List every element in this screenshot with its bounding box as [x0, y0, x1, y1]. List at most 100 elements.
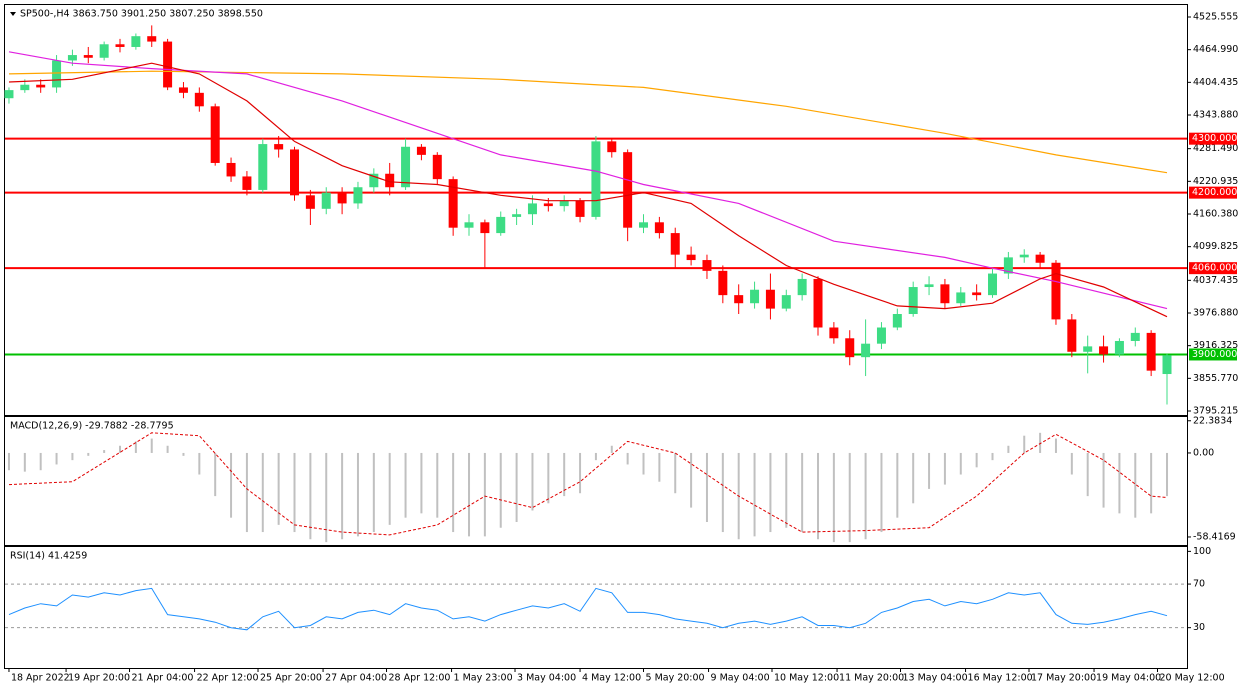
- macd-bar: [119, 445, 122, 453]
- candle-body: [194, 92, 204, 107]
- macd-bar: [785, 452, 788, 528]
- candle-body: [178, 87, 188, 93]
- y-tick-label: 0.00: [1193, 447, 1214, 458]
- y-tick-label: 4343.880: [1193, 110, 1238, 121]
- candle-body: [258, 144, 268, 190]
- candle-body: [512, 214, 522, 217]
- y-tick-label: 100: [1193, 546, 1211, 557]
- macd-bar: [134, 441, 137, 453]
- candle-body: [83, 55, 93, 58]
- macd-bar: [1007, 445, 1010, 453]
- macd-bar: [674, 452, 677, 494]
- level-label-box: [1189, 262, 1237, 275]
- candle-body: [496, 216, 506, 234]
- candle-body: [448, 179, 458, 228]
- candle-body: [829, 327, 839, 339]
- macd-bar: [293, 452, 296, 533]
- macd-bar: [388, 452, 391, 525]
- candle-body: [416, 146, 426, 155]
- candle-body: [210, 106, 220, 163]
- candle-body: [36, 84, 46, 88]
- candle-body: [67, 55, 77, 61]
- macd-bar: [959, 452, 962, 475]
- x-tick-label: 10 May 12:00: [774, 673, 839, 684]
- x-tick-label: 13 May 04:00: [903, 673, 968, 684]
- macd-bar: [991, 452, 994, 461]
- macd-bar: [579, 452, 582, 494]
- candle-body: [1035, 254, 1045, 263]
- candle-body: [559, 200, 569, 207]
- x-tick-label: 21 Apr 04:00: [132, 673, 194, 684]
- macd-bar: [817, 452, 820, 540]
- macd-bar: [420, 452, 423, 514]
- candle-body: [845, 338, 855, 358]
- macd-bar: [594, 452, 597, 461]
- macd-bar: [23, 452, 26, 472]
- macd-bar: [531, 452, 534, 511]
- macd-bar: [261, 452, 264, 533]
- candle-body: [401, 146, 411, 188]
- y-tick-label: 3916.325: [1193, 340, 1238, 351]
- candle-body: [337, 192, 347, 204]
- macd-bar: [848, 452, 851, 543]
- macd-bar: [705, 452, 708, 522]
- x-tick-label: 19 Apr 20:00: [68, 673, 130, 684]
- x-tick-label: 22 Apr 12:00: [197, 673, 259, 684]
- y-tick-label: 22.3834: [1193, 415, 1232, 426]
- candle-body: [1051, 262, 1061, 320]
- candle-body: [1146, 332, 1156, 371]
- macd-bar: [547, 452, 550, 504]
- candle-body: [1083, 346, 1093, 352]
- macd-bar: [1086, 452, 1089, 497]
- macd-bar: [642, 452, 645, 475]
- candle-body: [369, 173, 379, 188]
- candle-body: [876, 327, 886, 344]
- candle-body: [147, 36, 157, 42]
- level-label: 4200.000: [1192, 187, 1237, 198]
- macd-bar: [1102, 452, 1105, 508]
- macd-bar: [864, 452, 867, 540]
- macd-bar: [1039, 432, 1042, 453]
- y-tick-label: 4464.990: [1193, 44, 1238, 55]
- x-tick-label: 27 Apr 04:00: [325, 673, 387, 684]
- candle-body: [1114, 340, 1124, 355]
- candle-body: [940, 284, 950, 304]
- macd-bar: [7, 452, 10, 471]
- macd-bar: [436, 452, 439, 518]
- macd-bar: [1150, 452, 1153, 514]
- macd-bar: [943, 452, 946, 485]
- candle-body: [591, 141, 601, 217]
- x-tick-label: 1 May 23:00: [454, 673, 513, 684]
- candle-body: [1067, 319, 1077, 352]
- x-tick-label: 19 May 04:00: [1096, 673, 1161, 684]
- level-label: 3900.000: [1192, 349, 1237, 360]
- x-tick-label: 4 May 12:00: [582, 673, 641, 684]
- x-tick-label: 17 May 20:00: [1031, 673, 1096, 684]
- x-tick-label: 11 May 20:00: [839, 673, 904, 684]
- macd-bar: [103, 450, 106, 453]
- candle-body: [765, 289, 775, 309]
- macd-bar: [563, 452, 566, 497]
- rsi-panel-frame: [4, 546, 1188, 669]
- macd-bar: [769, 452, 772, 533]
- candle-body: [52, 60, 62, 88]
- x-tick-label: 3 May 04:00: [517, 673, 576, 684]
- candle-body: [988, 273, 998, 296]
- y-tick-label: 4037.435: [1193, 275, 1238, 286]
- candle-body: [543, 203, 553, 207]
- macd-bar: [87, 452, 90, 456]
- macd-bar: [372, 452, 375, 533]
- candle-body: [654, 222, 664, 234]
- panel-title: RSI(14) 41.4259: [10, 551, 87, 562]
- macd-bar: [39, 452, 42, 471]
- y-tick-label: 30: [1193, 622, 1205, 633]
- symbol-icon: [10, 12, 16, 16]
- macd-bar: [483, 452, 486, 537]
- macd-bar: [721, 452, 724, 533]
- macd-panel-frame: [4, 416, 1188, 546]
- candle-body: [956, 292, 966, 304]
- level-label-box: [1189, 132, 1237, 145]
- candle-body: [115, 44, 125, 47]
- panel-title: MACD(12,26,9) -29.7882 -28.7795: [10, 421, 174, 432]
- candle-body: [734, 295, 744, 304]
